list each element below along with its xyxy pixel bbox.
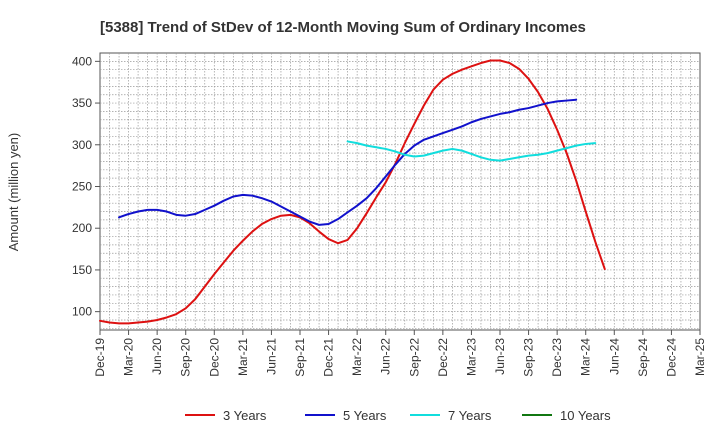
x-tick-label: Sep-24 [636, 338, 650, 377]
series-line-5-years [118, 98, 578, 226]
plot-area [99, 52, 701, 331]
y-tick-label: 100 [72, 305, 92, 319]
legend-label: 3 Years [223, 408, 267, 423]
x-tick-label: Sep-22 [407, 338, 421, 377]
x-tick-label: Mar-24 [579, 338, 593, 376]
legend-label: 5 Years [343, 408, 387, 423]
x-tick-label: Dec-20 [207, 338, 221, 377]
x-tick-label: Mar-21 [236, 338, 250, 376]
y-tick-label: 200 [72, 221, 92, 235]
x-tick-label: Jun-24 [607, 338, 621, 375]
y-tick-label: 150 [72, 263, 92, 277]
x-axis: Dec-19 Mar-20 Jun-20 Sep-20 Dec-20 Mar-21 Jun-… [93, 330, 707, 377]
x-tick-label: Mar-25 [693, 338, 707, 376]
series-line-7-years [346, 140, 597, 162]
x-tick-label: Jun-23 [493, 338, 507, 375]
legend-label: 7 Years [448, 408, 492, 423]
x-tick-label: Dec-22 [436, 338, 450, 377]
x-tick-label: Mar-22 [350, 338, 364, 376]
x-tick-label: Sep-21 [293, 338, 307, 377]
y-axis: 100 150 200 250 300 350 400 [72, 54, 100, 319]
x-tick-label: Jun-22 [379, 338, 393, 375]
x-tick-label: Jun-20 [150, 338, 164, 375]
x-tick-label: Dec-21 [322, 338, 336, 377]
y-tick-label: 400 [72, 54, 92, 68]
y-axis-label: Amount (million yen) [6, 133, 21, 252]
legend: 3 Years 5 Years 7 Years 10 Years [185, 408, 611, 423]
y-tick-label: 250 [72, 179, 92, 193]
x-tick-label: Sep-23 [522, 338, 536, 377]
series-line-3-years [99, 59, 606, 325]
x-tick-label: Mar-23 [464, 338, 478, 376]
x-tick-label: Mar-20 [122, 338, 136, 376]
chart-title: [5388] Trend of StDev of 12-Month Moving… [100, 19, 586, 36]
y-tick-label: 300 [72, 138, 92, 152]
x-tick-label: Dec-24 [664, 338, 678, 377]
legend-label: 10 Years [560, 408, 611, 423]
x-tick-label: Dec-19 [93, 338, 107, 377]
y-tick-label: 350 [72, 96, 92, 110]
x-tick-label: Sep-20 [179, 338, 193, 377]
x-tick-label: Jun-21 [264, 338, 278, 375]
x-tick-label: Dec-23 [550, 338, 564, 377]
series-layer [99, 59, 606, 325]
